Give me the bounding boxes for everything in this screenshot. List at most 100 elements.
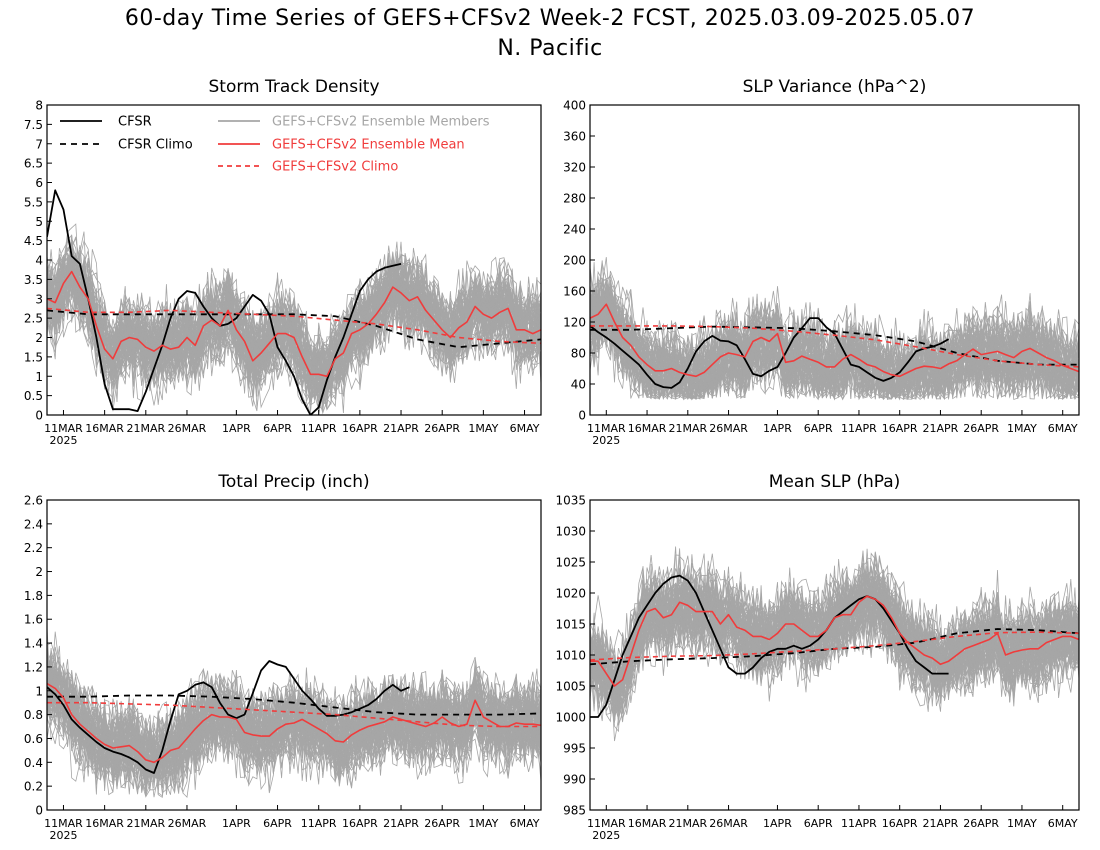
- ens-climo-line: [47, 701, 541, 728]
- x-tick-label: 26MAR: [168, 817, 207, 830]
- y-tick-label: 1025: [555, 556, 586, 570]
- cfsr-line: [47, 660, 410, 774]
- y-tick-label: 0.8: [24, 708, 43, 722]
- x-tick-label: 6MAY: [510, 817, 540, 830]
- ens-mean-line: [47, 270, 541, 378]
- x-tick-label: 1MAY: [468, 817, 498, 830]
- y-tick-label: 0: [578, 409, 586, 423]
- x-tick-label: 11MAR: [587, 817, 626, 830]
- plot-frame: [46, 499, 542, 811]
- ensemble-member-line: [47, 661, 541, 770]
- y-tick-label: 0.6: [24, 732, 43, 746]
- y-tick-label: 80: [571, 347, 586, 361]
- y-tick-label: 4: [35, 254, 43, 268]
- x-tick-label: 1APR: [763, 422, 792, 435]
- y-tick-label: 1005: [555, 680, 586, 694]
- ensemble-member-line: [590, 294, 1079, 400]
- panel-title: Storm Track Density: [208, 77, 379, 97]
- x-tick-label: 16MAR: [628, 817, 667, 830]
- y-tick-label: 1035: [555, 494, 586, 508]
- y-tick-label: 0: [35, 409, 43, 423]
- y-tick-label: 7.5: [24, 118, 43, 132]
- x-tick-label: 1APR: [222, 422, 251, 435]
- x-tick-label: 21APR: [923, 817, 959, 830]
- x-tick-label: 11MAR: [587, 422, 626, 435]
- y-tick-label: 2.5: [24, 312, 43, 326]
- x-tick-label: 26MAR: [168, 422, 207, 435]
- y-tick-label: 990: [563, 773, 586, 787]
- y-tick-label: 2.6: [24, 494, 43, 508]
- ensemble-members: [47, 223, 541, 415]
- y-tick-label: 1.8: [24, 589, 43, 603]
- x-tick-label: 26APR: [963, 422, 999, 435]
- chart-panel-1: Storm Track Density 0 0.5 1 1.5 2 2.5 3 3.5 4 4.5 5…: [24, 77, 542, 447]
- y-tick-label: 400: [563, 99, 586, 113]
- ensemble-member-line: [47, 223, 541, 393]
- y-tick-label: 0.5: [24, 389, 43, 403]
- y-tick-label: 1.6: [24, 613, 43, 627]
- panel-title: Total Precip (inch): [217, 472, 369, 492]
- legend-members-label: GEFS+CFSv2 Ensemble Members: [272, 115, 490, 130]
- y-tick-label: 160: [563, 285, 586, 299]
- x-tick-label: 1MAY: [468, 422, 498, 435]
- year-label: 2025: [49, 434, 77, 447]
- y-tick-label: 1000: [555, 711, 586, 725]
- y-tick-label: 3: [35, 292, 43, 306]
- cfsr-line: [590, 574, 949, 718]
- ensemble-member-line: [590, 573, 1079, 682]
- cfsr-climo-line: [47, 309, 541, 349]
- x-tick-label: 11APR: [301, 817, 337, 830]
- y-tick-label: 200: [563, 254, 586, 268]
- x-tick-label: 1APR: [763, 817, 792, 830]
- x-tick-label: 26APR: [963, 817, 999, 830]
- y-tick-label: 1030: [555, 525, 586, 539]
- x-tick-label: 26MAR: [709, 422, 748, 435]
- panel-title: SLP Variance (hPa^2): [743, 77, 927, 97]
- x-tick-label: 1MAY: [1007, 422, 1037, 435]
- cfsr-line: [590, 317, 950, 389]
- ensemble-member-line: [590, 557, 1079, 700]
- ensemble-member-line: [590, 565, 1079, 687]
- y-tick-label: 2: [35, 331, 43, 345]
- y-tick-label: 4.5: [24, 234, 43, 248]
- ensemble-member-line: [47, 241, 541, 376]
- y-tick-label: 5.5: [24, 195, 43, 209]
- ensemble-member-line: [47, 668, 541, 795]
- y-tick-label: 0.2: [24, 780, 43, 794]
- plot-area: [47, 626, 541, 798]
- chart-panel-4: Mean SLP (hPa) 985 990 995 1000 1005 1010 1015 1…: [555, 472, 1080, 842]
- plot-area: [590, 546, 1079, 742]
- ensemble-member-line: [47, 689, 541, 795]
- x-tick-label: 16MAR: [628, 422, 667, 435]
- y-tick-label: 280: [563, 192, 586, 206]
- ensemble-member-line: [47, 272, 541, 399]
- y-tick-label: 2.4: [24, 517, 43, 531]
- y-tick-label: 1.5: [24, 350, 43, 364]
- year-label: 2025: [49, 829, 77, 842]
- y-tick-label: 320: [563, 161, 586, 175]
- y-tick-label: 7: [35, 137, 43, 151]
- y-tick-label: 1: [35, 370, 43, 384]
- ensemble-member-line: [590, 563, 1079, 726]
- ensemble-member-line: [47, 691, 541, 776]
- ensemble-member-line: [47, 257, 541, 394]
- ens-mean-line: [590, 303, 1079, 378]
- y-tick-label: 1.4: [24, 637, 43, 651]
- x-tick-label: 21APR: [923, 422, 959, 435]
- y-tick-label: 5: [35, 215, 43, 229]
- legend: CFSR CFSR Climo GEFS+CFSv2 Ensemble Member…: [60, 115, 490, 175]
- ensemble-member-line: [590, 287, 1079, 374]
- plot-area: [590, 257, 1079, 401]
- x-tick-label: 11MAR: [44, 422, 83, 435]
- x-tick-label: 11MAR: [44, 817, 83, 830]
- x-tick-label: 26APR: [424, 817, 460, 830]
- x-tick-label: 11APR: [841, 422, 877, 435]
- y-tick-label: 0: [35, 804, 43, 818]
- panel-title: Mean SLP (hPa): [769, 472, 901, 492]
- x-tick-label: 11APR: [841, 817, 877, 830]
- y-tick-label: 3.5: [24, 273, 43, 287]
- x-tick-label: 16APR: [882, 422, 918, 435]
- ensemble-member-line: [590, 292, 1079, 400]
- ens-climo-line: [47, 307, 541, 345]
- year-label: 2025: [592, 434, 620, 447]
